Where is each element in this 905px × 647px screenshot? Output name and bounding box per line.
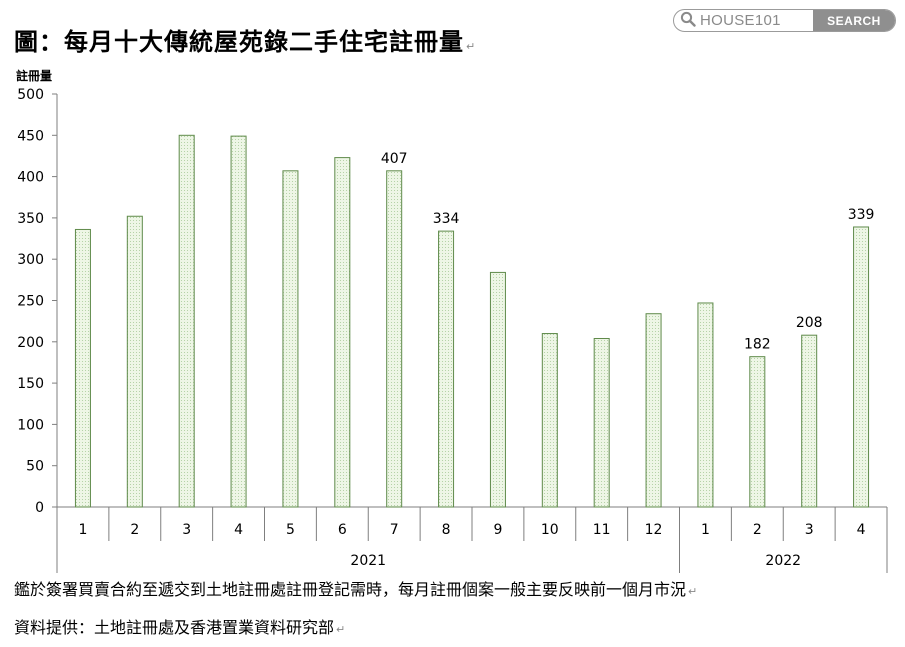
y-axis-label: 註冊量: [16, 69, 53, 83]
x-tick-label: 6: [338, 522, 347, 538]
bar: [593, 337, 610, 508]
paragraph-mark: ↵: [336, 623, 346, 636]
x-tick-label: 7: [390, 522, 399, 538]
search-button[interactable]: SEARCH: [813, 10, 895, 31]
bar: [178, 134, 195, 508]
group-label: 2021: [350, 553, 386, 569]
bar: [801, 334, 818, 508]
y-tick-label: 350: [17, 211, 44, 227]
paragraph-mark: ↵: [688, 585, 698, 598]
bar: [489, 271, 506, 508]
x-tick-label: 10: [541, 522, 559, 538]
y-tick-label: 500: [17, 87, 44, 103]
y-tick-label: 100: [17, 417, 44, 433]
bar: [334, 157, 351, 508]
search-box[interactable]: HOUSE101 SEARCH: [673, 9, 896, 32]
bar: [126, 215, 143, 508]
bar: [230, 135, 247, 508]
x-tick-label: 3: [805, 522, 814, 538]
search-field[interactable]: HOUSE101: [674, 10, 813, 31]
x-tick-label: 12: [645, 522, 663, 538]
footnote: 鑑於簽署買賣合約至遞交到土地註冊處註冊登記需時，每月註冊個案一般主要反映前一個月…: [14, 580, 698, 599]
bar: [74, 228, 91, 508]
y-tick-label: 150: [17, 376, 44, 392]
bar: [282, 170, 299, 508]
data-label: 407: [381, 151, 408, 167]
y-tick-label: 400: [17, 170, 44, 186]
y-tick-label: 200: [17, 335, 44, 351]
y-tick-label: 300: [17, 252, 44, 268]
source-note: 資料提供：土地註冊處及香港置業資料研究部 ↵: [14, 618, 346, 637]
bar: [645, 313, 662, 508]
y-tick-label: 450: [17, 128, 44, 144]
x-tick-label: 11: [593, 522, 611, 538]
x-tick-label: 4: [857, 522, 866, 538]
y-tick-label: 50: [26, 459, 44, 475]
bar: [697, 302, 714, 508]
y-tick-label: 0: [35, 500, 44, 516]
x-tick-label: 2: [130, 522, 139, 538]
data-label: 334: [433, 211, 460, 227]
data-label: 208: [796, 315, 823, 331]
bar: [386, 170, 403, 508]
bar: [853, 226, 870, 508]
data-label: 339: [848, 207, 875, 223]
x-tick-label: 9: [493, 522, 502, 538]
search-input[interactable]: HOUSE101: [700, 12, 781, 29]
data-label: 182: [744, 337, 771, 353]
x-tick-label: 5: [286, 522, 295, 538]
x-tick-label: 8: [442, 522, 451, 538]
x-tick-label: 2: [753, 522, 762, 538]
paragraph-mark: ↵: [466, 40, 477, 53]
x-tick-label: 4: [234, 522, 243, 538]
search-icon: [680, 11, 696, 31]
bar: [749, 356, 766, 508]
page-title: 圖：每月十大傳統屋苑錄二手住宅註冊量 ↵: [14, 28, 477, 56]
bar: [438, 230, 455, 508]
x-tick-label: 1: [701, 522, 710, 538]
x-tick-label: 1: [78, 522, 87, 538]
x-tick-label: 3: [182, 522, 191, 538]
y-tick-label: 250: [17, 294, 44, 310]
bar: [541, 333, 558, 508]
group-label: 2022: [765, 553, 801, 569]
